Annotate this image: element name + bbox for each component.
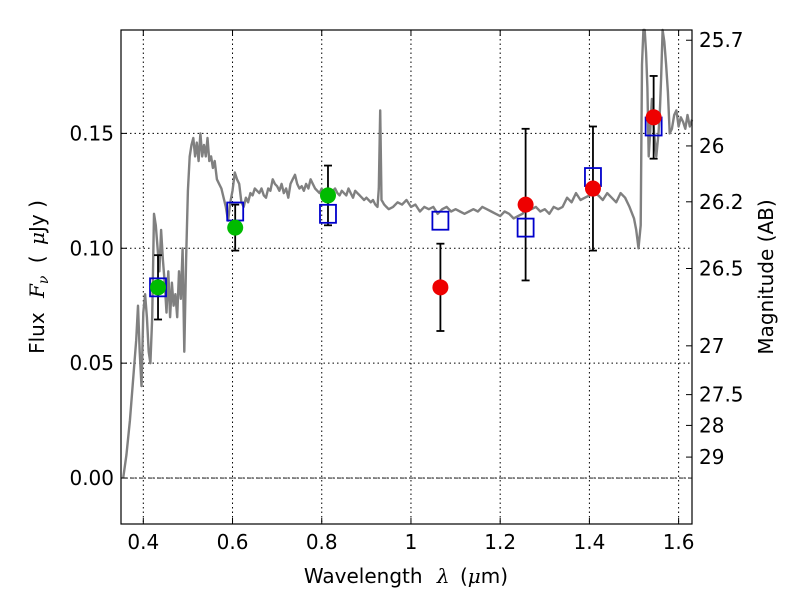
observed-point (645, 109, 662, 126)
observed-point (432, 279, 449, 296)
x-tick-label: 1.2 (484, 530, 516, 554)
y-tick-label: 0.00 (69, 466, 114, 490)
plot-frame (120, 29, 693, 525)
model-spectrum (122, 28, 694, 479)
observed-point (584, 180, 601, 197)
x-axis-label: Wavelength λ (μm) (304, 564, 508, 588)
y-tick-label: 0.15 (69, 121, 114, 145)
observed-photometry-points (150, 109, 662, 296)
magnitude-axis-ticks: 25.7 26 26.2 26.5 27 27.5 28 29 (686, 28, 744, 469)
model-point-square (319, 203, 337, 224)
x-tick-label: 1.4 (573, 530, 605, 554)
x-tick-label: 1 (405, 530, 418, 554)
magnitude-tick-label: 28 (699, 413, 724, 437)
model-point-square (431, 210, 450, 231)
x-axis-ticks: 0.4 0.6 0.8 1 1.2 1.4 1.6 (127, 30, 695, 554)
y-tick-label: 0.05 (69, 351, 114, 375)
model-spectrum-line (122, 28, 694, 479)
y-axis-ticks: 0.00 0.05 0.10 0.15 (69, 121, 127, 490)
magnitude-tick-label: 27.5 (699, 383, 744, 407)
y-axis-label: Flux Fν ( μJy ) (25, 200, 53, 354)
x-tick-label: 0.8 (306, 530, 338, 554)
magnitude-tick-label: 29 (699, 445, 724, 469)
magnitude-tick-label: 27 (699, 334, 724, 358)
observed-point (150, 279, 167, 296)
magnitude-tick-label: 26.5 (699, 256, 744, 280)
grid-lines (121, 30, 692, 524)
observed-point (517, 196, 534, 213)
magnitude-tick-label: 25.7 (699, 28, 744, 52)
magnitude-tick-label: 26 (699, 134, 724, 158)
x-tick-label: 0.6 (217, 530, 249, 554)
observed-point (319, 187, 336, 204)
observed-point (227, 219, 244, 236)
magnitude-tick-label: 26.2 (699, 190, 744, 214)
y-tick-label: 0.10 (69, 236, 114, 260)
model-point-square (516, 217, 535, 238)
x-tick-label: 0.4 (127, 530, 159, 554)
magnitude-axis-label: Magnitude (AB) (754, 199, 778, 354)
x-tick-label: 1.6 (663, 530, 695, 554)
